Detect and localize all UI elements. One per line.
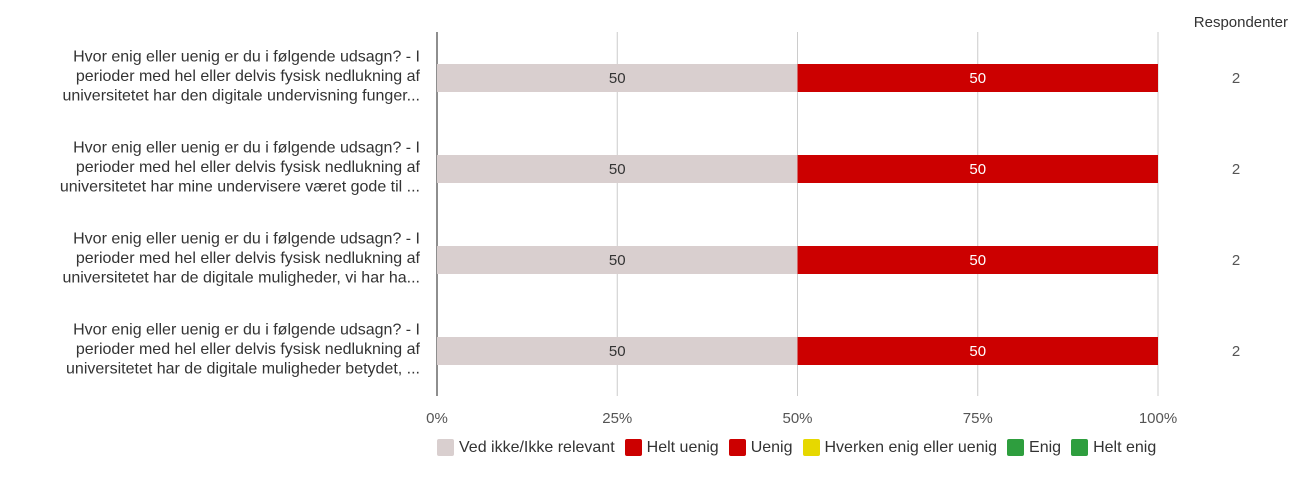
bar-segment [797, 337, 1158, 365]
legend-item: Ved ikke/Ikke relevant [437, 438, 615, 457]
legend-label: Enig [1029, 438, 1062, 456]
legend-label: Hverken enig eller uenig [824, 438, 998, 456]
x-axis-ticks: 0% 25% 50% 75% 100% [426, 410, 1177, 427]
bar-value-label: 50 [969, 70, 986, 87]
legend-label: Uenig [750, 438, 793, 456]
legend-item: Hverken enig eller uenig [802, 438, 998, 457]
x-tick-label: 50% [782, 410, 812, 427]
category-label: Hvor enig eller uenig er du i følgende u… [73, 49, 420, 66]
category-label: universitetet har mine undervisere været… [60, 179, 420, 196]
category-label: universitetet har de digitale muligheder… [66, 361, 420, 378]
legend-swatch [1071, 439, 1089, 456]
x-tick-label: 25% [602, 410, 632, 427]
bars: 50 50 50 50 50 50 50 50 [437, 64, 1158, 365]
category-label: perioder med hel eller delvis fysisk ned… [76, 159, 421, 176]
x-tick-label: 100% [1139, 410, 1177, 427]
bar-segment [437, 337, 798, 365]
legend-label: Helt enig [1093, 438, 1157, 456]
category-label: perioder med hel eller delvis fysisk ned… [76, 68, 421, 85]
category-labels: Hvor enig eller uenig er du i følgende u… [60, 49, 421, 378]
legend-swatch [1007, 439, 1025, 456]
respondents-count: 2 [1232, 343, 1240, 360]
legend-swatch [728, 439, 746, 456]
legend-swatch [624, 439, 642, 456]
legend-item: Uenig [728, 438, 793, 457]
respondents-count: 2 [1232, 161, 1240, 178]
bar-value-label: 50 [969, 161, 986, 178]
category-label: universitetet har den digitale undervisn… [62, 88, 420, 105]
legend-item: Helt enig [1071, 438, 1156, 457]
category-label: Hvor enig eller uenig er du i følgende u… [73, 322, 420, 339]
bar-value-label: 50 [969, 343, 986, 360]
legend-swatch [802, 439, 820, 456]
category-label: perioder med hel eller delvis fysisk ned… [76, 250, 421, 267]
category-label: Hvor enig eller uenig er du i følgende u… [73, 140, 420, 157]
bar-segment [797, 64, 1158, 92]
legend-label: Ved ikke/Ikke relevant [459, 438, 615, 456]
category-label: perioder med hel eller delvis fysisk ned… [76, 341, 421, 358]
respondents-header: Respondenter [1194, 14, 1288, 31]
bar-value-label: 50 [609, 343, 626, 360]
bar-segment [437, 64, 798, 92]
category-label: universitetet har de digitale muligheder… [62, 270, 420, 287]
bar-segment [437, 155, 798, 183]
gridlines [436, 32, 1159, 396]
category-label: Hvor enig eller uenig er du i følgende u… [73, 231, 420, 248]
respondents-count: 2 [1232, 252, 1240, 269]
legend-label: Helt uenig [646, 438, 719, 456]
legend: Ved ikke/Ikke relevant Helt uenig Uenig Hve… [437, 438, 1197, 457]
bar-segment [797, 155, 1158, 183]
bar-segment [437, 246, 798, 274]
bar-value-label: 50 [609, 161, 626, 178]
legend-item: Enig [1007, 438, 1061, 457]
legend-swatch [437, 439, 454, 456]
legend-item: Helt uenig [624, 438, 719, 457]
bar-value-label: 50 [609, 70, 626, 87]
respondents-count: 2 [1232, 70, 1240, 87]
x-tick-label: 0% [426, 410, 448, 427]
bar-value-label: 50 [969, 252, 986, 269]
respondents-column: 2 2 2 2 [1232, 70, 1240, 360]
bar-segment [797, 246, 1158, 274]
bar-value-label: 50 [609, 252, 626, 269]
x-tick-label: 75% [963, 410, 993, 427]
